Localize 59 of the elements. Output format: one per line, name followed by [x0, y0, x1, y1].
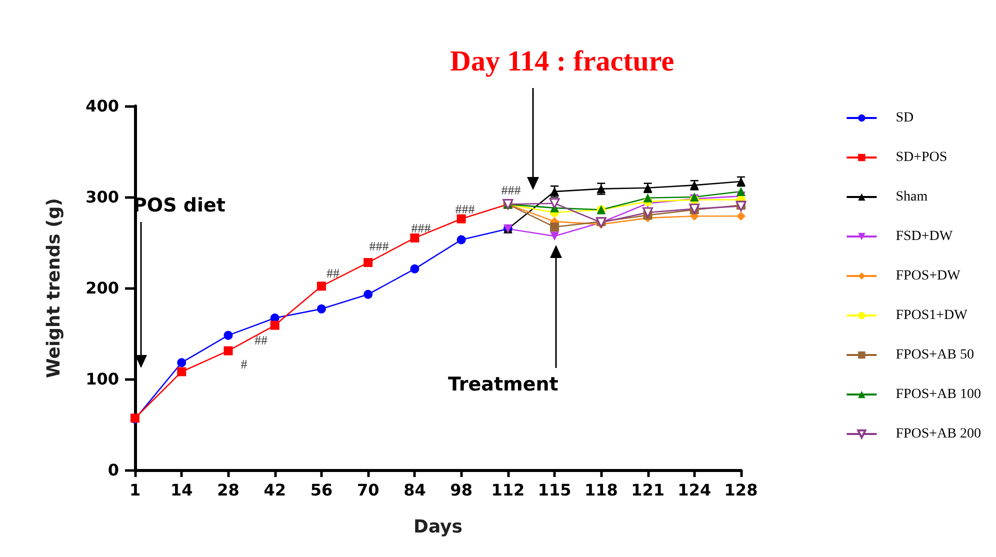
point [224, 330, 233, 340]
x-tick-label: 1 [129, 480, 141, 500]
point [177, 358, 186, 368]
point [550, 222, 560, 232]
annotation: ### [455, 202, 476, 216]
x-tick-label: 121 [631, 480, 664, 500]
point [410, 264, 420, 274]
legend-label: SD+POS [896, 150, 948, 165]
x-axis-title: Days [414, 516, 462, 538]
y-axis-title: Weight trends (g) [44, 198, 64, 378]
annotation: ### [411, 220, 432, 236]
point [410, 233, 420, 242]
x-tick-label: 42 [264, 480, 286, 500]
point [456, 214, 466, 224]
annotation: ### [369, 238, 390, 254]
annotation: Treatment [448, 374, 558, 396]
x-tick-label: 118 [584, 480, 618, 500]
x-tick-label: 128 [724, 480, 758, 500]
x-tick-label: 112 [491, 480, 525, 500]
legend-label: FPOS+AB 50 [896, 348, 974, 362]
legend-label: Sham [896, 190, 928, 204]
point [270, 320, 280, 330]
legend-label: FSD+DW [896, 229, 954, 244]
y-tick-label: 200 [86, 278, 119, 298]
legend-label: SD [896, 110, 914, 126]
point [549, 198, 560, 209]
point [224, 346, 233, 356]
point [642, 207, 654, 218]
legend-label: FPOS+DW [896, 268, 962, 284]
point [316, 304, 326, 314]
point [736, 212, 746, 221]
point [177, 367, 186, 376]
point [643, 193, 652, 202]
annotation: ## [326, 266, 340, 280]
point [736, 187, 746, 196]
point [364, 290, 373, 299]
y-tick-label: 0 [108, 460, 119, 480]
x-tick-label: 115 [538, 480, 572, 500]
annotation: # [240, 356, 248, 372]
point [456, 235, 466, 244]
x-tick-label: 98 [450, 480, 472, 500]
x-tick-label: 84 [404, 480, 426, 500]
legend-label: FPOS+AB 100 [896, 387, 981, 402]
point [364, 258, 373, 268]
x-tick-label: 28 [217, 480, 240, 500]
y-tick-label: 300 [86, 188, 119, 206]
x-tick-label: 124 [678, 480, 712, 500]
point [316, 282, 326, 291]
x-tick-label: 56 [310, 480, 333, 500]
y-tick-label: 100 [86, 370, 119, 388]
y-tick-label: 400 [86, 96, 119, 116]
annotation: ### [501, 182, 522, 198]
x-tick-label: 70 [356, 480, 380, 500]
chart-title: Day 114 : fracture [450, 46, 674, 78]
x-tick-label: 14 [170, 480, 193, 500]
annotation: ## [254, 332, 268, 348]
legend-label: FPOS+AB 200 [896, 426, 981, 442]
point [550, 232, 560, 241]
legend-label: FPOS1+DW [896, 308, 968, 323]
